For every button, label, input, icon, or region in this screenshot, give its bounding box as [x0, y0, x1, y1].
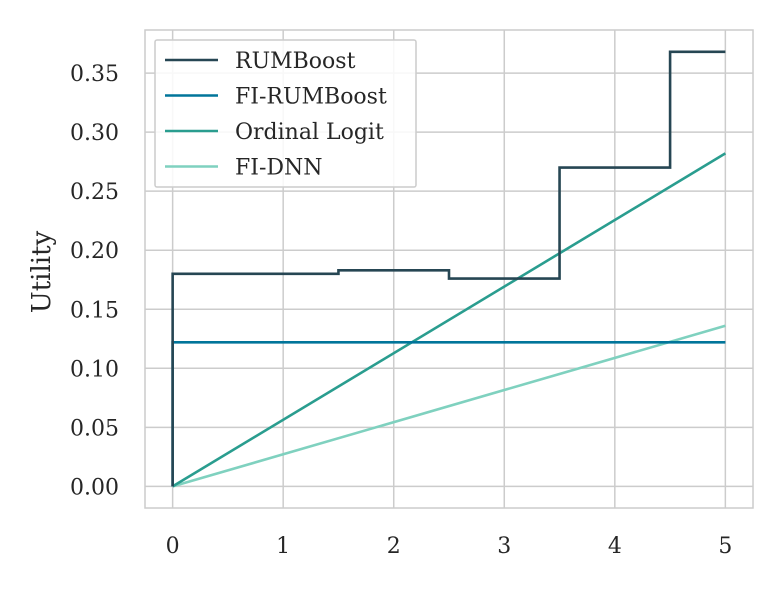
y-tick-label: 0.05: [70, 416, 119, 441]
series-line-fi-rumboost: [171, 341, 726, 487]
legend-box: [154, 39, 417, 188]
y-axis-label: Utility: [27, 230, 57, 313]
plot-area-frame: [144, 29, 754, 509]
x-tick-label: 4: [608, 534, 622, 559]
series-line-ordinal-logit: [171, 152, 727, 488]
y-tick-label: 0.35: [70, 62, 119, 87]
y-tick-label: 0.25: [70, 180, 119, 205]
x-tick-label: 3: [497, 534, 511, 559]
y-tick-label: 0.10: [70, 357, 119, 382]
series-line-fi-dnn: [172, 324, 726, 488]
x-tick-label: 0: [166, 534, 180, 559]
x-tick-label: 1: [276, 534, 290, 559]
legend-label-fi-dnn: FI-DNN: [235, 156, 323, 181]
y-tick-label: 0.30: [70, 121, 119, 146]
legend: RUMBoost FI-RUMBoost Ordinal Logit FI-DNN: [154, 39, 417, 188]
series-line-rumboost: [171, 50, 726, 487]
legend-label-fi-rumboost: FI-RUMBoost: [235, 85, 387, 110]
x-tick-label: 5: [718, 534, 732, 559]
y-tick-label: 0.15: [70, 298, 119, 323]
y-tick-label: 0.20: [70, 239, 119, 264]
legend-label-rumboost: RUMBoost: [235, 49, 356, 74]
y-tick-label: 0.00: [70, 475, 119, 500]
x-tick-label: 2: [387, 534, 401, 559]
legend-label-ordinal-logit: Ordinal Logit: [235, 120, 384, 145]
